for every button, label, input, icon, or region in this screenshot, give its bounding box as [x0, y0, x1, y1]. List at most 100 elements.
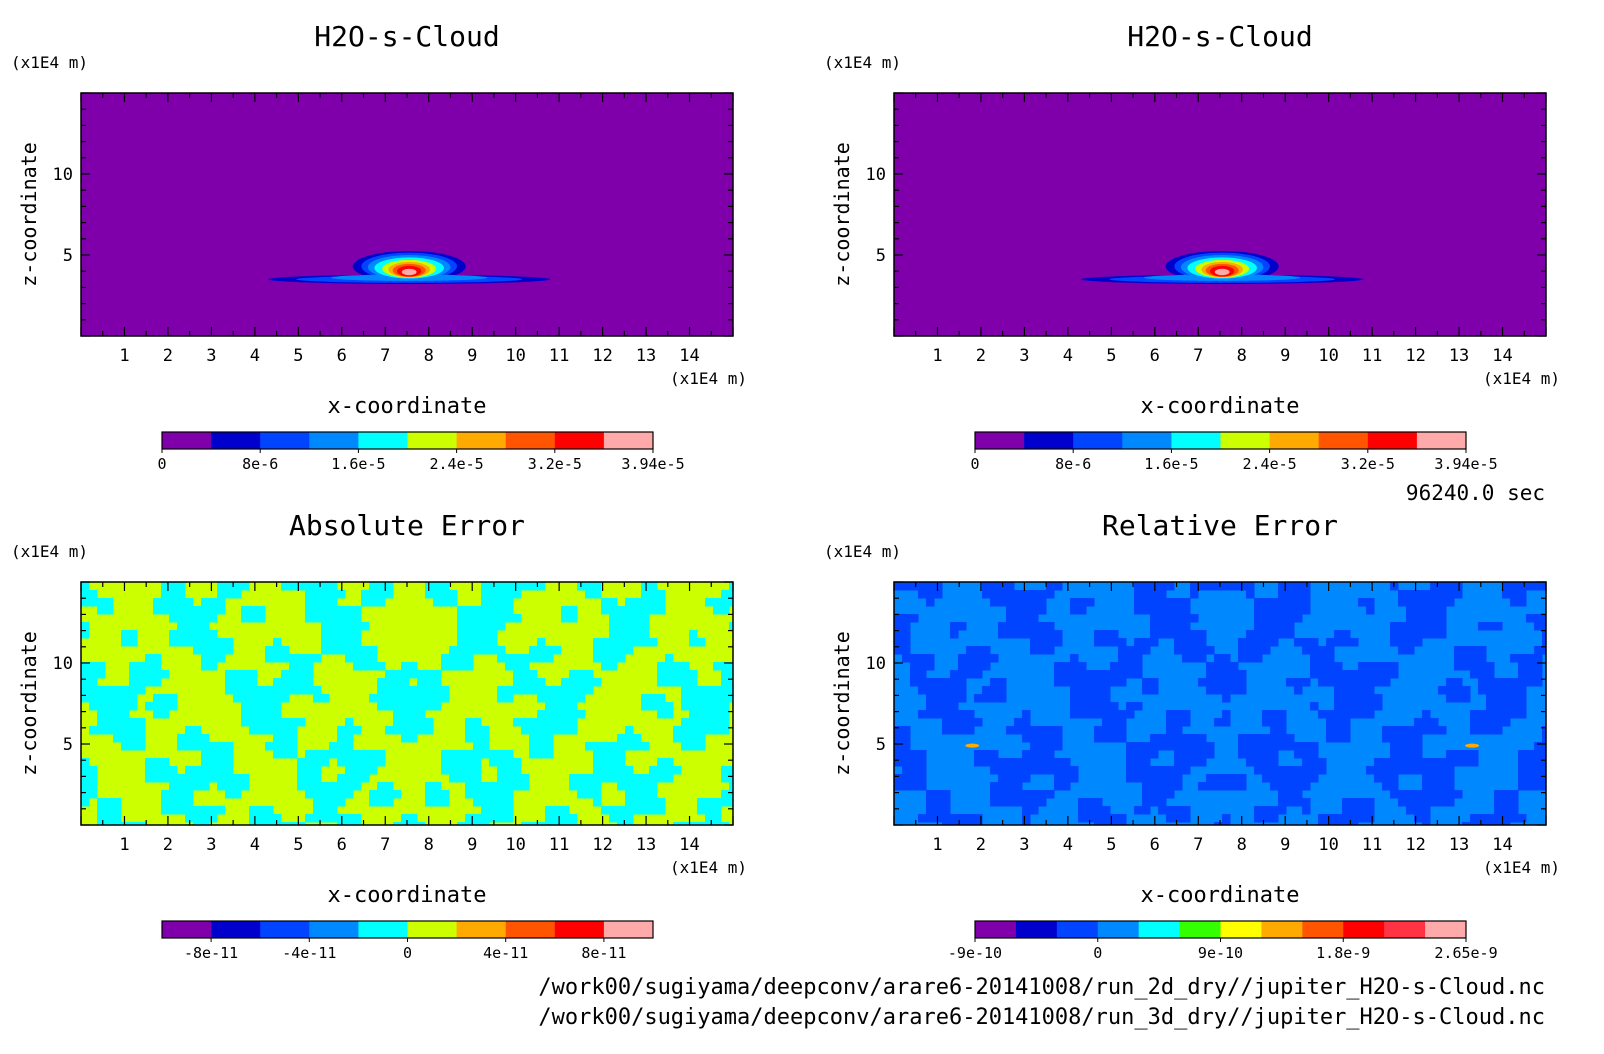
error-region — [449, 654, 458, 663]
error-region — [225, 646, 234, 655]
error-region — [153, 654, 162, 663]
error-region — [377, 662, 386, 671]
error-region — [601, 598, 610, 607]
error-region — [1254, 766, 1263, 775]
error-region — [689, 726, 698, 735]
error-region — [145, 766, 154, 775]
error-region — [1182, 750, 1191, 759]
error-region — [521, 654, 530, 663]
error-region — [641, 622, 650, 631]
error-region — [1366, 694, 1375, 703]
error-region — [1366, 710, 1375, 719]
error-region — [537, 742, 546, 751]
error-region — [497, 614, 506, 623]
error-region — [1390, 790, 1399, 799]
error-region — [121, 742, 130, 751]
y-tick-label: 5 — [876, 735, 886, 755]
error-region — [177, 614, 186, 623]
error-region — [1470, 654, 1479, 663]
error-region — [193, 734, 202, 743]
error-region — [1086, 710, 1095, 719]
error-region — [273, 718, 282, 727]
error-region — [1054, 726, 1063, 735]
error-region — [729, 582, 733, 591]
error-region — [113, 806, 122, 815]
error-region — [561, 606, 570, 615]
error-region — [161, 806, 170, 815]
error-region — [902, 766, 911, 775]
error-region — [1310, 702, 1319, 711]
error-region — [1134, 750, 1143, 759]
error-region — [1134, 638, 1143, 647]
error-region — [161, 694, 170, 703]
error-region — [137, 678, 146, 687]
error-region — [902, 638, 911, 647]
error-region — [1302, 582, 1311, 591]
error-region — [513, 662, 522, 671]
error-region — [345, 646, 354, 655]
error-region — [465, 662, 474, 671]
error-region — [998, 598, 1007, 607]
error-region — [1406, 742, 1415, 751]
error-region — [305, 766, 314, 775]
error-region — [1406, 790, 1415, 799]
error-region — [1454, 790, 1463, 799]
error-region — [89, 702, 98, 711]
error-region — [609, 662, 618, 671]
error-region — [129, 726, 138, 735]
error-region — [1022, 606, 1031, 615]
error-region — [1014, 630, 1023, 639]
error-region — [1414, 638, 1423, 647]
error-region — [1286, 606, 1295, 615]
error-region — [1262, 814, 1271, 823]
error-region — [1390, 774, 1399, 783]
error-region — [481, 742, 490, 751]
error-region — [1534, 742, 1543, 751]
error-region — [1022, 734, 1031, 743]
error-region — [657, 678, 666, 687]
error-region — [201, 822, 210, 825]
x-tick-label: 3 — [206, 835, 216, 855]
error-region — [982, 662, 991, 671]
error-region — [601, 758, 610, 767]
error-region — [950, 630, 959, 639]
error-region — [329, 622, 338, 631]
error-region — [1350, 822, 1359, 825]
error-region — [537, 654, 546, 663]
error-region — [1430, 766, 1439, 775]
colorbar-swatch — [1122, 432, 1172, 449]
error-region — [1214, 718, 1223, 727]
error-region — [729, 790, 733, 799]
error-region — [1222, 662, 1231, 671]
error-region — [1150, 638, 1159, 647]
error-region — [1366, 598, 1375, 607]
x-tick-label: 11 — [549, 835, 569, 855]
error-region — [1502, 822, 1511, 825]
error-region — [401, 710, 410, 719]
error-region — [1542, 782, 1546, 791]
error-region — [1270, 630, 1279, 639]
error-region — [329, 798, 338, 807]
error-region — [1030, 734, 1039, 743]
error-region — [1046, 766, 1055, 775]
error-region — [681, 678, 690, 687]
error-region — [577, 686, 586, 695]
error-region — [1414, 806, 1423, 815]
error-region — [1110, 638, 1119, 647]
error-region — [481, 782, 490, 791]
error-region — [1142, 590, 1151, 599]
error-region — [926, 814, 935, 823]
error-region — [950, 686, 959, 695]
error-region — [1366, 678, 1375, 687]
error-region — [1318, 654, 1327, 663]
error-region — [1142, 782, 1151, 791]
error-region — [473, 742, 482, 751]
error-region — [1270, 710, 1279, 719]
error-region — [89, 726, 98, 735]
error-region — [489, 582, 498, 591]
error-region — [345, 774, 354, 783]
error-region — [81, 590, 90, 599]
error-region — [1286, 766, 1295, 775]
error-region — [926, 694, 935, 703]
